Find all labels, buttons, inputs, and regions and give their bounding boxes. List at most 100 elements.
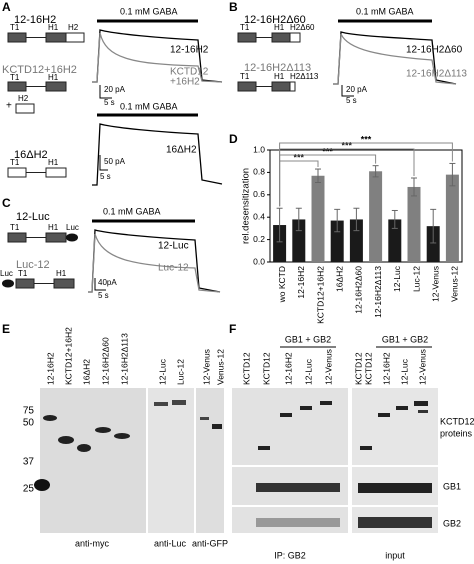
lane-label: KCTD12 <box>363 352 373 385</box>
plot-frame <box>269 149 463 263</box>
antibody-label: anti-myc <box>75 538 110 548</box>
current-traces <box>88 19 457 293</box>
stimulus-label: 0.1 mM GABA <box>120 101 178 111</box>
domain-label: H2Δ60 <box>290 23 315 32</box>
antibody-label: anti-Luc <box>154 538 187 548</box>
bar <box>426 226 440 262</box>
scale-label: 5 s <box>346 96 357 105</box>
scale-label: 5 s <box>98 291 109 300</box>
row-label: GB1 <box>443 481 461 491</box>
trace-label: 16ΔH2 <box>166 145 197 156</box>
domain-label: T1 <box>10 223 20 232</box>
panel-label: E <box>2 322 10 336</box>
domain-label: H2 <box>68 23 79 32</box>
x-tick-label: KCTD12+16H2 <box>315 266 325 324</box>
x-tick-label: Venus-12 <box>450 266 460 302</box>
significance-label: *** <box>342 140 353 150</box>
marker-label: 50 <box>23 418 35 429</box>
lane-label: KCTD12 <box>353 352 363 385</box>
x-tick-label: 12-Luc <box>392 265 402 292</box>
panel-label: C <box>2 196 11 210</box>
bar <box>311 175 325 262</box>
significance-label: *** <box>361 134 372 144</box>
domain-label: H2 <box>18 94 29 103</box>
group-label: GB1 + GB2 <box>382 334 428 344</box>
construct-diagrams <box>2 32 301 289</box>
lane-label: KCTD12 <box>241 352 251 385</box>
domain-label: H1 <box>48 23 59 32</box>
panel-label: F <box>229 322 236 336</box>
scale-label: 5 s <box>100 172 111 181</box>
bar <box>330 220 344 262</box>
marker-label: 37 <box>23 457 35 468</box>
group-label: GB1 + GB2 <box>285 334 331 344</box>
y-tick-label: 0.2 <box>253 234 265 244</box>
lane-label: Luc-12 <box>175 359 185 385</box>
lane-label: 12-16H2 <box>283 352 293 385</box>
x-tick-label: 16ΔH2 <box>334 266 344 292</box>
scale-label: 40pA <box>98 278 117 287</box>
domain-label: H1 <box>274 72 285 81</box>
domain-label: T1 <box>240 72 250 81</box>
domain-label: T1 <box>240 23 250 32</box>
row-label: proteins <box>440 428 473 438</box>
lane-label: 12-Luc <box>303 358 313 385</box>
footer-label: IP: GB2 <box>274 550 306 560</box>
domain-label: Luc <box>0 269 13 278</box>
trace-label: 12-16H2Δ60 <box>406 45 463 56</box>
construct-name: Luc-12 <box>16 259 50 271</box>
bar <box>273 225 287 262</box>
y-tick-label: 0.6 <box>253 189 265 199</box>
domain-label: H2Δ113 <box>290 72 319 81</box>
panel-label: D <box>229 132 238 146</box>
trace-label: 12-16H2Δ113 <box>406 69 467 80</box>
bar <box>292 219 306 262</box>
row-label: GB2 <box>443 518 461 528</box>
lane-label: Venus-12 <box>215 349 225 385</box>
y-tick-label: 1.0 <box>253 144 265 154</box>
domain-label: H1 <box>48 223 59 232</box>
lane-label: 12-Luc <box>157 358 167 385</box>
construct-name: 12-16H2 <box>14 14 56 26</box>
significance-label: *** <box>322 146 333 156</box>
row-label: KCTD12 <box>440 416 474 426</box>
trace-label: KCTD12 <box>170 67 209 78</box>
lane-label: KCTD12 <box>261 352 271 385</box>
trace-label: +16H2 <box>170 77 200 88</box>
stimulus-label: 0.1 mM GABA <box>103 206 161 216</box>
x-tick-label: wo KCTD <box>277 266 287 303</box>
x-tick-label: 12-16H2Δ60 <box>354 266 364 314</box>
bar <box>388 219 402 262</box>
lane-label: 12-Venus <box>323 349 333 385</box>
construct-name: 12-16H2Δ113 <box>244 62 311 74</box>
construct-name: 12-Luc <box>16 211 50 223</box>
lane-label: 12-Venus <box>201 349 211 385</box>
marker-label: 75 <box>23 406 35 417</box>
y-tick-label: 0.8 <box>253 167 265 177</box>
marker-label: 25 <box>23 484 35 495</box>
lane-label: 12-Venus <box>417 349 427 385</box>
footer-label: input <box>385 550 405 560</box>
trace-label: 12-Luc <box>158 241 189 252</box>
plus-sign: + <box>6 101 12 112</box>
significance-label: *** <box>294 152 305 162</box>
lane-label: 12-16H2 <box>45 352 55 385</box>
lane-label: 16ΔH2 <box>81 359 91 385</box>
lane-label: 12-16H2Δ60 <box>100 337 110 385</box>
significance-bracket <box>279 142 453 207</box>
antibody-label: anti-GFP <box>192 538 228 548</box>
domain-label: T1 <box>10 73 20 82</box>
panel-label: A <box>2 0 11 14</box>
lane-label: 12-16H2Δ113 <box>119 333 129 385</box>
y-tick-label: 0.4 <box>253 211 265 221</box>
domain-label: Luc <box>66 223 79 232</box>
domain-label: H1 <box>274 23 285 32</box>
x-tick-label: 12-16H2Δ113 <box>373 266 383 318</box>
scale-label: 5 s <box>104 98 115 107</box>
domain-label: H1 <box>56 269 67 278</box>
y-tick-label: 0.0 <box>253 256 265 266</box>
x-tick-label: Luc-12 <box>411 266 421 292</box>
scale-label: 20 pA <box>104 85 126 94</box>
x-tick-label: 12-16H2 <box>296 266 306 299</box>
construct-name: 16ΔH2 <box>14 149 48 161</box>
